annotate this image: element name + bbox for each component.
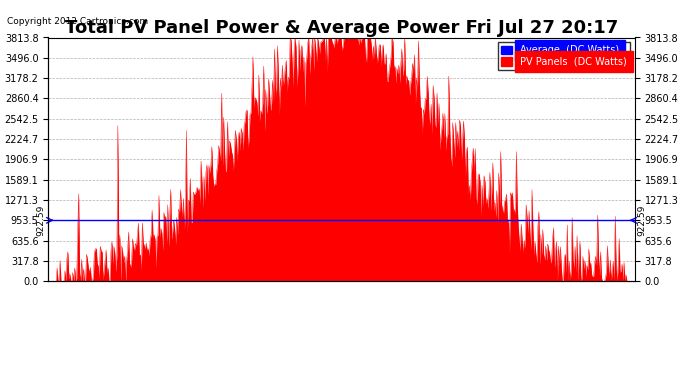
Legend: Average  (DC Watts), PV Panels  (DC Watts): Average (DC Watts), PV Panels (DC Watts) <box>498 42 630 70</box>
Text: 922.59: 922.59 <box>638 205 647 236</box>
Title: Total PV Panel Power & Average Power Fri Jul 27 20:17: Total PV Panel Power & Average Power Fri… <box>65 20 618 38</box>
Text: Copyright 2012 Cartronics.com: Copyright 2012 Cartronics.com <box>7 17 148 26</box>
Text: 922.59: 922.59 <box>37 205 46 236</box>
